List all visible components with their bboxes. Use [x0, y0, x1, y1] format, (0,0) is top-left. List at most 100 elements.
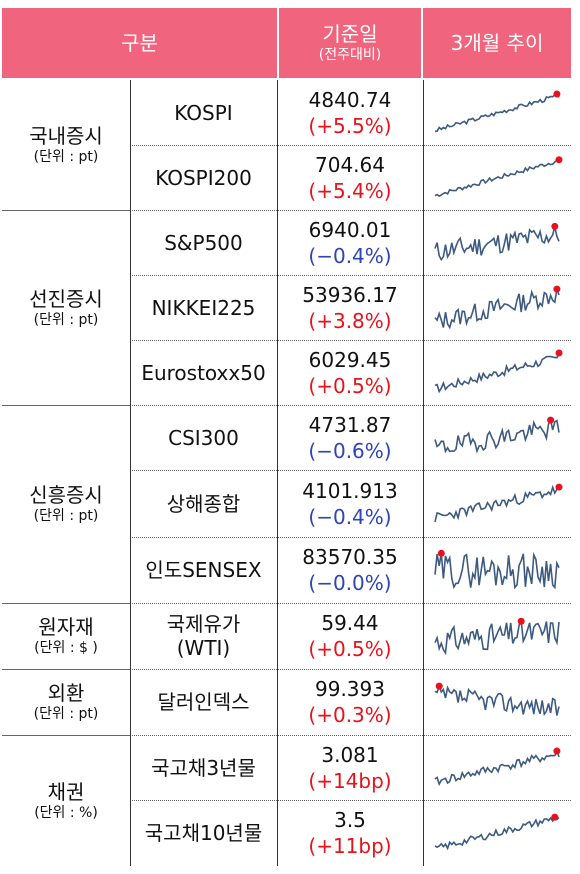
row-divider	[130, 340, 423, 341]
row-divider	[2, 669, 423, 670]
category-name: 선진증시	[29, 286, 103, 311]
value-cell: 3.5 (+11bp)	[277, 800, 423, 866]
category-cell: 원자재 (단위 : $ )	[2, 603, 130, 669]
index-value: 59.44	[321, 611, 379, 635]
index-name: Eurostoxx50	[141, 360, 266, 385]
trend-sparkline	[434, 617, 560, 656]
value-cell: 4731.87 (−0.6%)	[277, 405, 423, 470]
sparkline-path	[434, 417, 560, 454]
sparkline-path	[434, 551, 560, 590]
weekly-change: (−0.4%)	[308, 243, 392, 268]
index-value: 704.64	[315, 152, 385, 177]
category-cell: 국내증시 (단위 : pt)	[2, 80, 130, 210]
category-unit: (단위 : $ )	[34, 640, 98, 656]
row-divider	[423, 537, 571, 538]
row-divider	[423, 340, 571, 341]
sparkline-peak-marker	[555, 483, 563, 491]
category-unit: (단위 : pt)	[33, 706, 99, 722]
category-unit: (단위 : %)	[34, 804, 98, 821]
sparkline-peak-marker	[551, 813, 559, 821]
sparkline-path	[434, 815, 560, 851]
row-divider	[2, 735, 423, 736]
header-trend: 3개월 추이	[423, 8, 571, 78]
value-cell: 6940.01 (−0.4%)	[277, 210, 423, 275]
category-name: 국내증시	[29, 124, 103, 148]
row-divider	[130, 470, 423, 471]
sparkline-path	[434, 618, 560, 656]
category-cell: 채권 (단위 : %)	[2, 735, 130, 866]
row-divider	[423, 800, 571, 801]
index-value: 6940.01	[308, 217, 392, 242]
index-name: 인도SENSEX	[145, 558, 262, 582]
trend-sparkline	[434, 549, 560, 590]
trend-sparkline	[434, 813, 560, 851]
sparkline-path	[434, 683, 560, 717]
weekly-change: (+0.3%)	[308, 703, 392, 727]
index-value: 4101.913	[302, 478, 398, 503]
index-value: 3.081	[321, 742, 379, 767]
sparkline-peak-marker	[553, 747, 561, 755]
index-value: 83570.35	[302, 545, 398, 569]
row-divider	[130, 275, 423, 276]
category-cell: 신흥증시 (단위 : pt)	[2, 405, 130, 603]
sparkline-path	[434, 288, 560, 329]
row-divider	[2, 603, 423, 604]
sparkline-peak-marker	[517, 617, 525, 625]
value-cell: 4101.913 (−0.4%)	[277, 470, 423, 537]
index-name: S&P500	[164, 230, 243, 255]
row-divider	[423, 603, 571, 604]
index-value: 6029.45	[308, 347, 392, 372]
sparkline-peak-marker	[555, 348, 563, 356]
index-value: 3.5	[334, 808, 366, 832]
weekly-change: (+5.4%)	[308, 178, 392, 203]
index-value: 4840.74	[308, 87, 392, 112]
trend-sparkline	[434, 416, 560, 454]
category-unit: (단위 : pt)	[33, 149, 99, 165]
header-trend-label: 3개월 추이	[450, 31, 544, 55]
header-group-label: 구분	[121, 31, 158, 55]
column-divider	[423, 80, 424, 866]
weekly-change: (+0.5%)	[308, 373, 392, 398]
sparkline-path	[434, 158, 560, 197]
row-divider	[423, 275, 571, 276]
index-name: CSI300	[168, 425, 239, 450]
index-name: 상해종합	[166, 491, 241, 516]
row-divider	[423, 470, 571, 471]
category-name: 외환	[47, 681, 85, 705]
category-name: 채권	[47, 779, 85, 804]
index-name: KOSPI	[174, 100, 233, 125]
row-divider	[130, 800, 423, 801]
weekly-change: (+5.5%)	[308, 113, 392, 138]
value-cell: 4840.74 (+5.5%)	[277, 80, 423, 145]
row-divider	[423, 735, 571, 736]
trend-sparkline	[434, 747, 561, 786]
category-cell: 선진증시 (단위 : pt)	[2, 210, 130, 405]
sparkline-peak-marker	[551, 222, 559, 230]
column-divider	[130, 80, 131, 866]
sparkline-peak-marker	[547, 416, 555, 424]
weekly-change: (−0.4%)	[308, 504, 392, 529]
weekly-change: (+14bp)	[308, 768, 392, 793]
sparkline-peak-marker	[555, 155, 563, 163]
trend-sparkline	[434, 155, 563, 197]
trend-sparkline	[434, 222, 560, 261]
category-name: 원자재	[38, 615, 94, 639]
sparkline-peak-marker	[437, 549, 445, 557]
column-divider	[277, 80, 278, 866]
index-name: 국고채10년물	[144, 821, 263, 845]
row-divider	[2, 405, 423, 406]
trend-sparkline	[434, 348, 563, 393]
header-base-date-label: 기준일	[322, 22, 378, 46]
index-name: KOSPI200	[155, 165, 252, 190]
row-divider	[130, 145, 423, 146]
value-cell: 83570.35 (−0.0%)	[277, 537, 423, 603]
index-value: 53936.17	[302, 282, 398, 307]
sparkline-path	[434, 352, 560, 393]
value-cell: 99.393 (+0.3%)	[277, 669, 423, 735]
trend-sparkline	[434, 483, 563, 522]
sparkline-path	[434, 484, 560, 522]
category-cell: 외환 (단위 : pt)	[2, 669, 130, 735]
index-name: 국제유가 (WTI)	[166, 612, 241, 660]
sparkline-path	[434, 748, 560, 786]
